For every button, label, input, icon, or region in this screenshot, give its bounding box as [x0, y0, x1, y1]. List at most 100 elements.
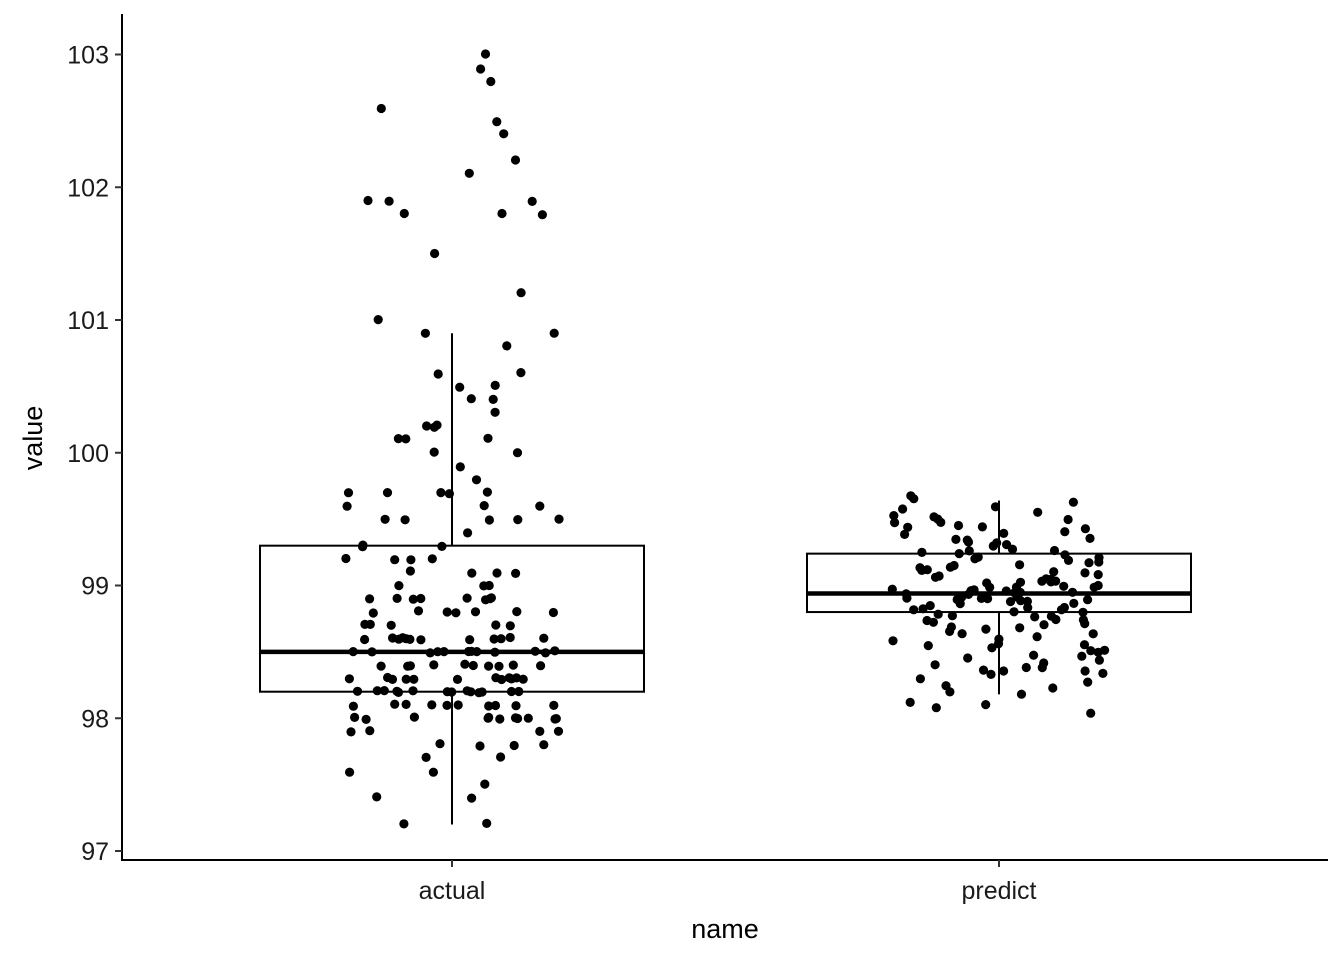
point-actual-37: [343, 488, 354, 498]
point-predict-8: [1063, 514, 1073, 525]
point-predict-87: [1056, 605, 1067, 615]
point-predict-101: [1015, 623, 1025, 633]
point-actual-25: [488, 394, 498, 404]
point-actual-78: [413, 606, 424, 616]
point-actual-8: [384, 196, 394, 206]
point-actual-142: [408, 686, 418, 696]
point-predict-81: [1069, 598, 1079, 609]
point-predict-102: [981, 624, 991, 634]
point-actual-120: [401, 674, 411, 684]
point-actual-0: [480, 49, 491, 59]
point-actual-113: [508, 660, 518, 670]
point-actual-44: [479, 501, 489, 511]
point-actual-34: [512, 448, 523, 458]
point-predict-38: [1015, 560, 1025, 570]
point-actual-46: [400, 515, 410, 525]
point-predict-28: [964, 546, 974, 556]
point-actual-170: [435, 739, 445, 749]
point-actual-95: [398, 633, 408, 643]
point-actual-175: [496, 752, 506, 762]
point-actual-172: [475, 741, 485, 751]
point-actual-89: [465, 635, 475, 645]
point-actual-182: [399, 819, 409, 829]
point-predict-14: [903, 522, 913, 532]
point-actual-57: [341, 553, 351, 564]
point-actual-118: [536, 661, 546, 671]
y-tick-label-100: 100: [67, 440, 109, 468]
y-tick-label-102: 102: [67, 174, 109, 202]
point-actual-110: [376, 661, 386, 671]
point-actual-3: [376, 103, 386, 114]
point-actual-152: [453, 700, 463, 710]
point-actual-79: [470, 607, 481, 617]
point-actual-115: [405, 661, 415, 671]
point-actual-153: [490, 700, 501, 711]
point-actual-4: [492, 117, 502, 127]
point-actual-32: [401, 434, 411, 444]
y-tick-label-98: 98: [81, 705, 109, 733]
point-predict-130: [1083, 677, 1093, 687]
point-actual-158: [361, 714, 371, 725]
point-predict-79: [1005, 597, 1016, 607]
point-predict-73: [902, 593, 912, 603]
point-actual-58: [492, 568, 502, 578]
point-predict-16: [999, 528, 1009, 539]
y-tick-label-97: 97: [81, 838, 109, 866]
point-actual-73: [548, 607, 559, 618]
point-predict-108: [888, 636, 898, 646]
point-predict-61: [887, 584, 897, 594]
x-axis-title: name: [691, 914, 759, 944]
point-actual-141: [477, 687, 487, 697]
x-axis-ticks: actual predict: [419, 860, 1037, 905]
y-tick-label-103: 103: [67, 42, 109, 70]
point-actual-7: [464, 168, 474, 178]
point-actual-85: [539, 633, 549, 643]
point-actual-178: [480, 779, 490, 789]
point-predict-4: [898, 504, 908, 514]
point-actual-38: [436, 488, 446, 498]
point-actual-150: [549, 700, 559, 711]
jitter-points: [341, 49, 1110, 829]
point-actual-20: [433, 369, 443, 379]
point-actual-30: [393, 434, 403, 444]
point-predict-126: [999, 666, 1009, 676]
point-actual-10: [363, 195, 373, 206]
point-predict-84: [1023, 603, 1033, 613]
point-actual-72: [365, 594, 375, 604]
point-predict-125: [1080, 666, 1090, 676]
point-predict-134: [1016, 689, 1027, 699]
point-actual-36: [471, 475, 482, 485]
point-predict-128: [986, 669, 996, 680]
point-actual-136: [379, 686, 389, 696]
point-predict-136: [981, 700, 991, 710]
point-predict-12: [953, 520, 964, 531]
point-predict-123: [1021, 662, 1031, 673]
point-predict-135: [905, 697, 915, 708]
point-actual-15: [516, 288, 526, 298]
point-predict-104: [1088, 629, 1098, 639]
point-predict-1: [909, 494, 919, 504]
point-actual-122: [452, 674, 463, 685]
point-predict-105: [957, 629, 967, 639]
point-predict-129: [915, 674, 926, 684]
point-actual-2: [486, 76, 496, 87]
point-predict-110: [1079, 640, 1090, 650]
point-actual-45: [513, 515, 523, 525]
point-actual-108: [550, 646, 560, 656]
point-actual-147: [390, 699, 400, 709]
y-tick-label-101: 101: [67, 307, 109, 335]
point-predict-77: [1016, 596, 1026, 606]
point-actual-59: [510, 568, 521, 579]
point-predict-15: [1080, 524, 1090, 534]
point-predict-36: [1084, 558, 1094, 568]
point-actual-22: [455, 382, 465, 392]
point-actual-106: [348, 647, 358, 657]
point-actual-157: [409, 712, 419, 722]
point-predict-24: [988, 541, 998, 551]
point-predict-109: [993, 639, 1004, 649]
point-predict-41: [945, 562, 956, 572]
point-actual-173: [509, 740, 519, 751]
point-actual-112: [494, 661, 504, 671]
point-actual-69: [408, 594, 418, 604]
